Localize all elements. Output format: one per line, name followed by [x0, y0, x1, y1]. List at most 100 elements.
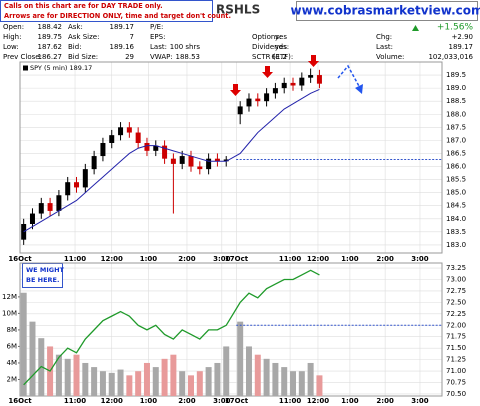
- x-tick-label: 3:00: [213, 397, 231, 405]
- candle-body: [56, 195, 62, 211]
- x-tick-label: 16Oct: [8, 255, 32, 263]
- quote-label: Prev Close:: [3, 53, 42, 61]
- candle-body: [316, 75, 322, 84]
- x-tick-label: 3:00: [411, 397, 429, 405]
- y2-tick-label: 72.75: [446, 287, 466, 295]
- y-tick-label: 10M: [2, 309, 17, 317]
- disclaimer-line: Calls on this chart are for DAY TRADE on…: [4, 2, 163, 10]
- plot-frame: [19, 262, 443, 397]
- volume-bar: [126, 375, 133, 396]
- candle-body: [206, 158, 212, 170]
- volume-bar: [91, 367, 98, 396]
- summary-value: +1.56%: [437, 23, 474, 33]
- quote-value: yes: [275, 33, 287, 41]
- quote-value: 7: [130, 33, 134, 41]
- quote-label: VWAP:: [150, 53, 173, 61]
- volume-bar: [298, 371, 305, 396]
- candle-body: [290, 82, 296, 86]
- volume-bar: [161, 358, 168, 396]
- volume-bar: [179, 371, 186, 396]
- candle-body: [281, 82, 287, 89]
- price-line: [23, 269, 320, 386]
- quote-label: SCTR (ETF):: [252, 53, 293, 61]
- x-tick-label: 2:00: [376, 255, 394, 263]
- y2-tick-label: 72.25: [446, 310, 466, 318]
- x-tick-label: 11:00: [279, 255, 301, 263]
- candle-body: [223, 159, 229, 162]
- quote-label: Ask Size:: [68, 33, 99, 41]
- quote-value: 187.62: [38, 43, 63, 51]
- y-tick-label: 183.0: [446, 241, 466, 249]
- quote-label: Bid Size:: [68, 53, 98, 61]
- summary-value: 102,033,016: [428, 53, 473, 61]
- y-tick-label: 186.0: [446, 163, 466, 171]
- annotation: BE HERE.: [26, 276, 59, 284]
- x-tick-label: 3:00: [411, 255, 429, 263]
- y-tick-label: 187.0: [446, 136, 466, 144]
- quote-value: 29: [125, 53, 134, 61]
- summary-value: +2.90: [452, 33, 473, 41]
- candle-body: [47, 203, 53, 211]
- x-tick-label: 2:00: [178, 255, 196, 263]
- candle-body: [179, 156, 185, 164]
- quote-label: Last:: [150, 43, 167, 51]
- symbol: RSHLS: [216, 3, 260, 17]
- volume-bar: [29, 321, 36, 396]
- quote-label: Bid:: [68, 43, 82, 51]
- summary-value: 189.17: [449, 43, 474, 51]
- annotation-box: [22, 263, 63, 288]
- legend: SPY (5 min) 189.17: [30, 64, 92, 72]
- quote-value: 186.27: [38, 53, 63, 61]
- x-tick-label: 1:00: [341, 397, 359, 405]
- summary-label: Volume:: [376, 53, 404, 61]
- candle-body: [308, 75, 314, 78]
- x-tick-label: 2:00: [376, 397, 394, 405]
- candle-body: [255, 98, 261, 102]
- volume-bar: [316, 375, 323, 396]
- candle-body: [188, 156, 194, 167]
- y-tick-label: 189.0: [446, 84, 466, 92]
- volume-bar: [290, 371, 297, 396]
- candle-body: [246, 98, 252, 107]
- candle-body: [272, 88, 278, 94]
- plot-frame: [19, 61, 443, 254]
- candle-body: [65, 182, 71, 196]
- x-tick-label: 12:00: [101, 255, 123, 263]
- candle-body: [82, 169, 88, 188]
- volume-bar: [55, 354, 62, 396]
- quote-value: 189.16: [110, 43, 135, 51]
- y-tick-label: 185.5: [446, 176, 466, 184]
- volume-bar: [307, 362, 314, 396]
- quote-value: yes: [275, 43, 287, 51]
- quote-value: 188.53: [176, 53, 201, 61]
- volume-bar: [20, 292, 27, 396]
- quote-label: Options:: [252, 33, 281, 41]
- x-tick-label: 11:00: [64, 397, 86, 405]
- x-tick-label: 3:00: [213, 255, 231, 263]
- website-box: [296, 1, 478, 21]
- y2-tick-label: 73.25: [446, 264, 466, 272]
- down-arrow: [230, 84, 241, 96]
- x-tick-label: 17Oct: [225, 397, 249, 405]
- x-tick-label: 11:00: [64, 255, 86, 263]
- volume-bar: [73, 354, 80, 396]
- y-tick-label: 185.0: [446, 189, 466, 197]
- quote-label: High:: [3, 33, 21, 41]
- candle-body: [197, 166, 203, 170]
- quote-label: Low:: [3, 43, 19, 51]
- candle-body: [237, 106, 243, 115]
- candle-body: [118, 127, 124, 136]
- y-tick-label: 2M: [7, 375, 18, 383]
- quote-label: Dividends:: [252, 43, 289, 51]
- y2-tick-label: 71.25: [446, 356, 466, 364]
- summary-label: Last:: [376, 43, 393, 51]
- legend-swatch: [23, 65, 28, 71]
- volume-bar: [188, 375, 195, 396]
- quote-value: 189.75: [38, 33, 63, 41]
- y-tick-label: 189.5: [446, 71, 466, 79]
- quote-value: 61.2: [271, 53, 287, 61]
- candle-body: [264, 93, 270, 102]
- y-tick-label: 184.5: [446, 202, 466, 210]
